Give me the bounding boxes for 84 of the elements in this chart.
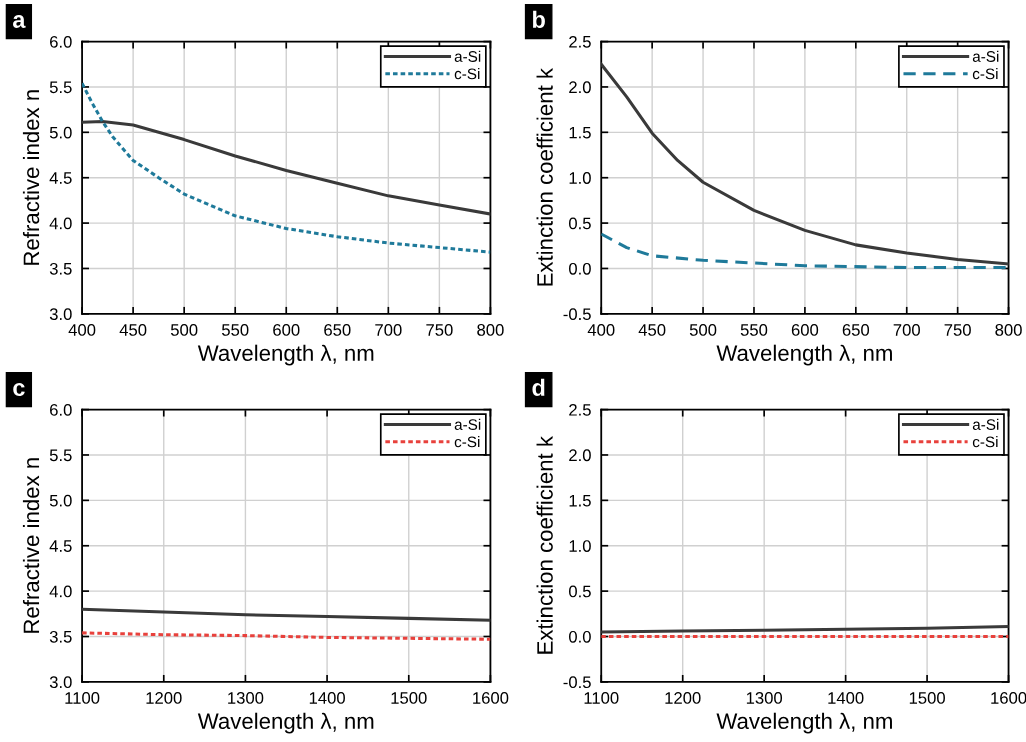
y-axis-title: Extinction coefficient k [536, 67, 553, 286]
x-tick-label: 1100 [65, 692, 100, 704]
y-tick-label: 3.5 [49, 630, 72, 643]
x-tick-label: 400 [587, 324, 615, 336]
text: a [13, 15, 26, 28]
x-tick-label: 550 [221, 324, 249, 336]
x-tick-label: 1600 [473, 692, 509, 704]
x-tick-label: 650 [324, 324, 351, 336]
line-series [601, 62, 1009, 266]
line-series [82, 81, 491, 254]
y-axis-title: Extinction coefficient k [536, 435, 553, 654]
legend-label: a-Si [972, 50, 999, 62]
legend-label: a-Si [454, 50, 481, 62]
text: d [532, 378, 545, 397]
legend-label: c-Si [454, 68, 480, 80]
x-tick-label: 600 [273, 324, 300, 336]
x-tick-label: 800 [477, 324, 504, 336]
x-tick-label: 1100 [584, 692, 619, 704]
x-tick-label: 1400 [828, 692, 864, 704]
line-series [82, 119, 491, 216]
y-tick-label: 1.0 [569, 172, 591, 184]
x-axis-title: Wavelength λ, nm [197, 712, 374, 734]
line-series [82, 607, 491, 622]
x-tick-label: 550 [740, 324, 768, 336]
x-tick-label: 800 [995, 324, 1022, 336]
x-tick-label: 1200 [146, 692, 182, 704]
y-tick-label: 2.5 [569, 35, 591, 48]
x-tick-label: 1200 [665, 692, 701, 704]
y-axis-title: Refractive index n [22, 458, 40, 633]
x-tick-label: 1400 [309, 692, 345, 704]
y-tick-label: 5.0 [49, 126, 72, 139]
y-tick-label: 4.5 [49, 172, 72, 184]
y-tick-label: 0.0 [569, 262, 591, 275]
y-tick-label: 0.5 [569, 585, 591, 598]
y-tick-label: 4.0 [49, 217, 72, 230]
legend-label: c-Si [454, 436, 480, 448]
y-tick-label: 1.0 [569, 540, 591, 552]
legend-label: c-Si [972, 436, 998, 448]
y-tick-label: 3.0 [49, 308, 72, 321]
x-tick-label: 500 [689, 324, 717, 336]
x-tick-label: 1300 [228, 692, 264, 704]
x-tick-label: 450 [119, 324, 147, 336]
y-tick-label: 4.0 [49, 585, 72, 598]
y-tick-label: 5.5 [49, 81, 72, 94]
x-tick-label: 400 [68, 324, 96, 336]
y-tick-label: -0.5 [563, 676, 591, 689]
x-tick-label: 650 [842, 324, 870, 336]
legend-label: a-Si [972, 418, 999, 430]
y-tick-label: 1.5 [569, 126, 591, 139]
y-tick-label: 2.0 [569, 81, 591, 94]
y-tick-label: 6.0 [50, 403, 72, 416]
x-tick-label: 750 [944, 324, 971, 336]
text: b [533, 10, 545, 28]
x-axis-title: Wavelength λ, nm [197, 344, 374, 366]
y-tick-label: 5.0 [49, 494, 72, 507]
y-tick-label: -0.5 [563, 308, 591, 321]
x-tick-label: 1600 [991, 692, 1026, 704]
x-tick-label: 750 [426, 324, 453, 336]
y-tick-label: 1.5 [569, 494, 591, 507]
x-tick-label: 450 [638, 324, 666, 336]
x-tick-label: 1500 [391, 692, 427, 704]
x-axis-title: Wavelength λ, nm [716, 344, 892, 366]
x-axis-title: Wavelength λ, nm [716, 712, 892, 734]
legend-label: a-Si [454, 418, 481, 430]
legend-label: c-Si [972, 68, 998, 80]
y-tick-label: 2.0 [569, 449, 591, 462]
y-axis-title: Refractive index n [22, 90, 40, 265]
text: c [13, 383, 25, 397]
y-tick-label: 3.5 [49, 262, 72, 275]
y-tick-label: 3.0 [49, 676, 72, 689]
y-tick-label: 5.5 [49, 449, 72, 462]
y-tick-label: 4.5 [49, 540, 72, 552]
y-tick-label: 6.0 [50, 35, 72, 48]
x-tick-label: 500 [170, 324, 198, 336]
x-tick-label: 1500 [909, 692, 945, 704]
x-tick-label: 700 [893, 324, 920, 336]
y-tick-label: 0.5 [569, 217, 591, 230]
x-tick-label: 1300 [746, 692, 783, 704]
y-tick-label: 2.5 [569, 403, 591, 416]
x-tick-label: 700 [375, 324, 402, 336]
x-tick-label: 600 [791, 324, 819, 336]
y-tick-label: 0.0 [569, 630, 591, 643]
line-series [82, 631, 491, 641]
line-series [601, 232, 1009, 270]
